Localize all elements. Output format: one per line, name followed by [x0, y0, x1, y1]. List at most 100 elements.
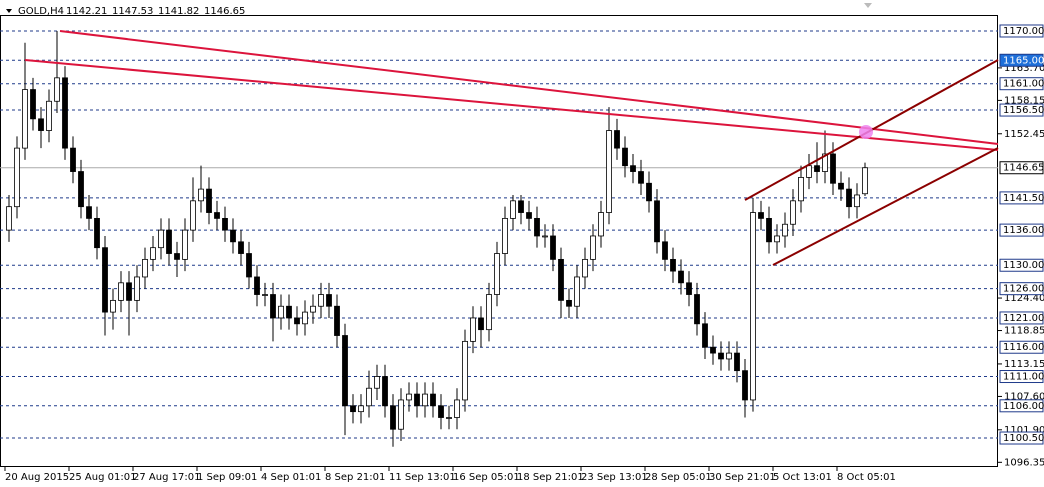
candle-body — [534, 217, 540, 237]
candle-body — [62, 77, 68, 149]
candle-body — [390, 405, 396, 430]
candle-body — [846, 188, 852, 208]
candle-body — [510, 200, 516, 219]
candle-body — [830, 153, 836, 184]
candle-body — [350, 405, 356, 413]
candle-body — [694, 294, 700, 325]
candle-body — [486, 294, 492, 331]
level-label: 1161.00 — [1003, 79, 1044, 90]
y-tick-label: 1124.40 — [1004, 293, 1044, 304]
candle-body — [646, 182, 652, 202]
x-tick-label: 16 Sep 05:01 — [453, 472, 520, 483]
candle-body — [590, 235, 596, 260]
candle-body — [654, 200, 660, 243]
candle-body — [150, 247, 156, 260]
y-tick-label: 1107.60 — [1004, 391, 1044, 402]
candle-body — [334, 305, 340, 336]
candle-body — [254, 276, 260, 295]
level-box — [999, 24, 1044, 38]
candle-body — [518, 200, 524, 213]
level-box — [999, 282, 1044, 296]
header-high: 1147.53 — [112, 6, 153, 17]
candle-body — [326, 294, 332, 307]
candle-body — [750, 212, 756, 401]
candle-body — [446, 417, 452, 419]
candle-body — [166, 229, 172, 254]
candle-body — [678, 270, 684, 284]
trendline — [24, 59, 999, 151]
candle-body — [798, 176, 804, 202]
y-tick-label: 1096.35 — [1004, 457, 1044, 468]
candle-body — [862, 167, 868, 195]
candle-body — [766, 217, 772, 243]
candle-body — [526, 212, 532, 219]
candle-body — [358, 405, 364, 413]
candle-body — [278, 305, 284, 319]
candle-body — [158, 229, 164, 249]
candle-body — [494, 253, 500, 295]
candle-body — [758, 212, 764, 219]
level-label: 1170.00 — [1003, 26, 1044, 37]
candle-body — [774, 235, 780, 243]
candle-body — [286, 305, 292, 319]
candle-body — [806, 165, 812, 178]
candle-body — [366, 387, 372, 407]
candle-body — [262, 294, 268, 296]
candle-body — [614, 130, 620, 149]
candle-body — [502, 217, 508, 254]
candle-body — [214, 212, 220, 219]
candle-body — [302, 311, 308, 325]
candle-body — [14, 147, 20, 208]
level-box — [999, 53, 1044, 67]
candle-body — [622, 147, 628, 167]
candle-body — [710, 346, 716, 354]
candle-body — [270, 294, 276, 319]
candle-body — [542, 235, 548, 238]
level-box — [999, 258, 1044, 272]
x-tick-label: 25 Aug 01:01 — [69, 472, 136, 483]
y-tick-label: 1113.15 — [1004, 359, 1044, 370]
x-tick-label: 18 Sep 21:01 — [517, 472, 584, 483]
candle-body — [246, 253, 252, 278]
y-tick-label: 1101.90 — [1004, 425, 1044, 436]
level-box — [999, 311, 1044, 325]
level-box — [999, 340, 1044, 354]
x-tick-label: 30 Sep 21:01 — [709, 472, 776, 483]
y-tick-label: 1118.85 — [1004, 326, 1044, 337]
candle-body — [854, 194, 860, 208]
menu-arrow — [6, 9, 12, 13]
candle-body — [142, 258, 148, 278]
x-tick-label: 23 Sep 13:01 — [581, 472, 648, 483]
plot-frame — [0, 15, 998, 467]
candle-body — [814, 165, 820, 172]
candle-body — [606, 130, 612, 213]
level-box — [999, 103, 1044, 117]
candle-body — [430, 393, 436, 407]
level-box — [999, 223, 1044, 237]
candle-body — [318, 294, 324, 307]
level-label: 1116.00 — [1003, 342, 1044, 353]
candle-body — [70, 147, 76, 172]
candle-body — [422, 393, 428, 407]
candle-body — [638, 171, 644, 184]
price-label: 1146.65 — [1003, 163, 1044, 174]
trendlines — [24, 30, 999, 266]
candle-body — [702, 323, 708, 348]
candle-body — [22, 89, 28, 149]
header-close: 1146.65 — [204, 6, 245, 17]
candle-body — [686, 282, 692, 295]
candle-body — [6, 206, 12, 231]
marker — [859, 125, 873, 139]
level-box — [999, 77, 1044, 91]
candle-body — [134, 276, 140, 301]
level-label: 1141.50 — [1003, 193, 1044, 204]
candle-body — [374, 376, 380, 389]
candle-body — [230, 229, 236, 243]
candle-body — [174, 253, 180, 260]
candle-body — [126, 282, 132, 301]
candle-body — [110, 299, 116, 313]
candle-body — [406, 393, 412, 401]
x-tick-label: 11 Sep 13:01 — [389, 472, 456, 483]
candle-body — [310, 305, 316, 313]
level-label: 1165.00 — [1003, 55, 1044, 66]
